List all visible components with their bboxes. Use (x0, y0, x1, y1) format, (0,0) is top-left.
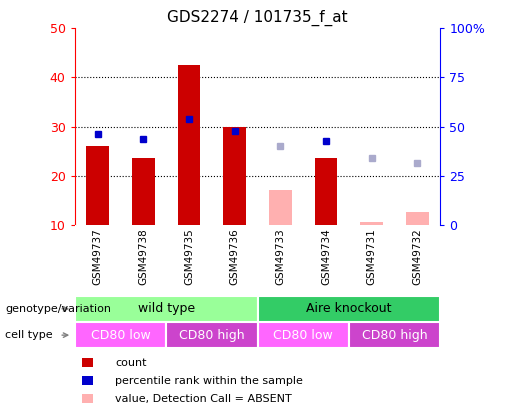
Text: GSM49731: GSM49731 (367, 228, 377, 285)
Bar (223, 126, 246, 225)
Text: count: count (115, 358, 146, 368)
Text: GSM49738: GSM49738 (138, 228, 148, 285)
Text: value, Detection Call = ABSENT: value, Detection Call = ABSENT (115, 394, 291, 404)
Bar (258, 296, 440, 322)
Text: Aire knockout: Aire knockout (306, 302, 392, 315)
Bar (75, 296, 258, 322)
Text: CD80 low: CD80 low (91, 328, 150, 342)
Bar (360, 222, 383, 225)
Title: GDS2274 / 101735_f_at: GDS2274 / 101735_f_at (167, 9, 348, 26)
Bar (315, 158, 337, 225)
Text: GSM49733: GSM49733 (276, 228, 285, 285)
Bar (132, 158, 154, 225)
Text: cell type: cell type (5, 330, 53, 340)
Text: wild type: wild type (138, 302, 195, 315)
Text: GSM49736: GSM49736 (230, 228, 239, 285)
Bar (349, 322, 440, 348)
Text: percentile rank within the sample: percentile rank within the sample (115, 376, 303, 386)
Text: CD80 high: CD80 high (362, 328, 427, 342)
Bar (178, 65, 200, 225)
Text: genotype/variation: genotype/variation (5, 304, 111, 314)
Bar (406, 213, 429, 225)
Bar (82, 376, 93, 386)
Bar (82, 358, 93, 367)
Bar (75, 322, 166, 348)
Bar (86, 146, 109, 225)
Text: GSM49735: GSM49735 (184, 228, 194, 285)
Bar (82, 394, 93, 403)
Bar (166, 322, 258, 348)
Text: GSM49737: GSM49737 (93, 228, 102, 285)
Bar (269, 190, 292, 225)
Bar (258, 322, 349, 348)
Text: GSM49732: GSM49732 (413, 228, 422, 285)
Text: GSM49734: GSM49734 (321, 228, 331, 285)
Text: CD80 low: CD80 low (273, 328, 333, 342)
Text: CD80 high: CD80 high (179, 328, 245, 342)
